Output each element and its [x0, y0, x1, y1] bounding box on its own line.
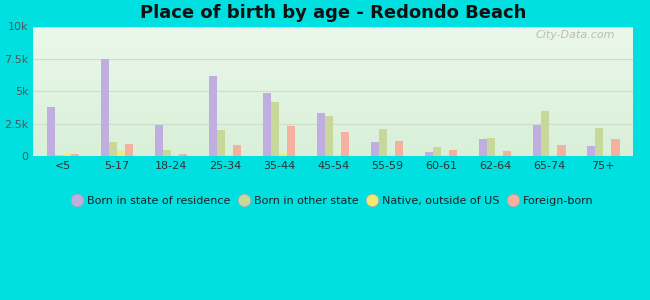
Bar [171, 155, 179, 156]
Bar [612, 139, 619, 156]
Bar [379, 129, 387, 156]
Bar [317, 113, 325, 156]
Bar [217, 130, 225, 156]
Bar [279, 154, 287, 156]
Bar [71, 154, 79, 156]
Title: Place of birth by age - Redondo Beach: Place of birth by age - Redondo Beach [140, 4, 526, 22]
Bar [125, 144, 133, 156]
Bar [341, 132, 349, 156]
Legend: Born in state of residence, Born in other state, Native, outside of US, Foreign-: Born in state of residence, Born in othe… [68, 191, 598, 210]
Bar [487, 138, 495, 156]
Bar [479, 139, 487, 156]
Bar [287, 126, 295, 156]
Bar [225, 155, 233, 156]
Bar [387, 154, 395, 156]
Bar [495, 155, 503, 156]
Bar [541, 111, 549, 156]
Bar [449, 150, 458, 156]
Bar [603, 155, 612, 156]
Bar [55, 154, 63, 156]
Bar [109, 142, 117, 156]
Bar [587, 146, 595, 156]
Bar [549, 155, 558, 156]
Bar [63, 154, 71, 156]
Bar [233, 145, 241, 156]
Bar [371, 142, 379, 156]
Bar [333, 155, 341, 156]
Bar [117, 151, 125, 156]
Bar [441, 155, 449, 156]
Bar [433, 147, 441, 156]
Bar [101, 59, 109, 156]
Bar [179, 154, 187, 156]
Bar [271, 102, 279, 156]
Bar [47, 107, 55, 156]
Text: City-Data.com: City-Data.com [536, 30, 615, 40]
Bar [533, 125, 541, 156]
Bar [558, 145, 566, 156]
Bar [425, 152, 433, 156]
Bar [395, 141, 404, 156]
Bar [595, 128, 603, 156]
Bar [163, 150, 171, 156]
Bar [155, 125, 163, 156]
Bar [209, 76, 217, 156]
Bar [325, 116, 333, 156]
Bar [263, 93, 271, 156]
Bar [503, 151, 512, 156]
